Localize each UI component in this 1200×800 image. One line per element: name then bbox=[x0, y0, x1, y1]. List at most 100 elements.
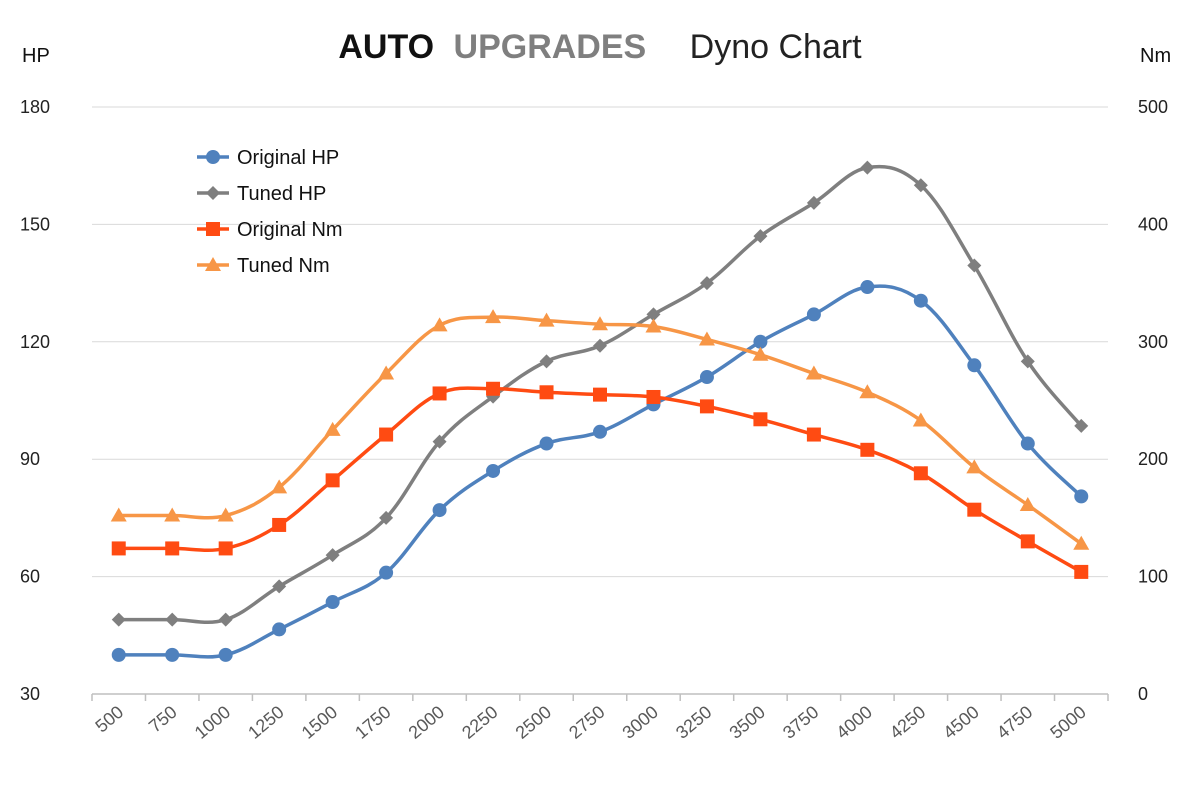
x-tick-label: 2000 bbox=[405, 702, 449, 743]
x-tick-label: 500 bbox=[91, 702, 127, 737]
legend-item-original-nm: Original Nm bbox=[197, 219, 343, 241]
data-point-tuned-hp bbox=[218, 612, 233, 627]
series-line-original-nm bbox=[118, 386, 1083, 574]
data-point-original-hp bbox=[1074, 489, 1089, 504]
data-point-original-nm bbox=[1074, 564, 1089, 579]
data-point-tuned-nm bbox=[271, 479, 288, 494]
data-point-original-nm bbox=[699, 399, 714, 414]
x-tick-label: 1750 bbox=[351, 702, 395, 743]
y-axis-left: 30 60 90 120 150 180 bbox=[20, 97, 50, 704]
data-point-tuned-hp bbox=[913, 178, 928, 193]
data-point-tuned-hp bbox=[753, 229, 768, 244]
data-point-original-hp bbox=[218, 647, 233, 662]
y-left-tick-label: 120 bbox=[20, 332, 50, 352]
y-left-tick-label: 30 bbox=[20, 684, 40, 704]
data-point-original-hp bbox=[967, 358, 982, 373]
y-left-tick-label: 180 bbox=[20, 97, 50, 117]
series-original-hp bbox=[111, 280, 1089, 662]
y-right-tick-label: 400 bbox=[1138, 214, 1168, 234]
y-right-tick-label: 500 bbox=[1138, 97, 1168, 117]
data-point-original-nm bbox=[272, 517, 287, 532]
data-point-tuned-nm bbox=[110, 507, 127, 522]
data-point-tuned-nm bbox=[592, 316, 608, 331]
data-point-original-hp bbox=[325, 595, 340, 610]
data-point-original-nm bbox=[325, 473, 340, 488]
legend-marker bbox=[206, 186, 220, 200]
legend-label: Original HP bbox=[237, 147, 339, 169]
data-point-tuned-nm bbox=[485, 309, 502, 324]
x-tick-label: 4000 bbox=[832, 702, 876, 743]
x-tick-label: 4500 bbox=[939, 702, 983, 743]
chart-subtitle: Dyno Chart bbox=[690, 28, 863, 66]
data-point-tuned-nm bbox=[1019, 496, 1036, 511]
legend: Original HP Tuned HP Original Nm Tuned Nm bbox=[197, 147, 343, 277]
data-point-original-nm bbox=[379, 427, 394, 442]
data-point-original-hp bbox=[1020, 436, 1035, 451]
data-point-tuned-hp bbox=[593, 338, 607, 353]
y-left-tick-label: 90 bbox=[20, 449, 40, 469]
legend-item-tuned-nm: Tuned Nm bbox=[197, 255, 330, 277]
data-point-tuned-nm bbox=[912, 412, 929, 427]
x-tick-label: 4750 bbox=[993, 702, 1037, 743]
data-point-original-hp bbox=[379, 565, 394, 580]
data-point-original-nm bbox=[646, 389, 661, 404]
legend-item-tuned-hp: Tuned HP bbox=[197, 183, 326, 205]
y-right-tick-label: 100 bbox=[1138, 567, 1168, 587]
data-point-tuned-hp bbox=[325, 548, 340, 563]
x-tick-label: 3250 bbox=[672, 702, 716, 743]
data-point-tuned-hp bbox=[272, 579, 287, 594]
data-point-tuned-nm bbox=[1073, 535, 1090, 550]
data-point-tuned-nm bbox=[698, 331, 715, 346]
x-tick-label: 1000 bbox=[191, 702, 235, 743]
data-point-original-hp bbox=[913, 293, 928, 308]
data-point-original-hp bbox=[753, 334, 768, 349]
data-point-tuned-hp bbox=[111, 612, 126, 627]
data-point-original-nm bbox=[539, 385, 554, 400]
data-point-tuned-nm bbox=[324, 421, 341, 436]
series-tuned-hp bbox=[111, 160, 1089, 627]
data-point-tuned-hp bbox=[860, 160, 875, 175]
y-left-tick-label: 150 bbox=[20, 214, 50, 234]
data-point-tuned-nm bbox=[217, 507, 234, 522]
brand-auto: AUTO bbox=[338, 28, 434, 66]
data-point-original-nm bbox=[593, 387, 607, 402]
series-original-nm bbox=[111, 381, 1089, 579]
y-right-tick-label: 300 bbox=[1138, 332, 1168, 352]
data-point-original-nm bbox=[1020, 534, 1035, 549]
data-point-original-hp bbox=[272, 622, 287, 637]
left-axis-unit: HP bbox=[22, 45, 50, 67]
y-left-tick-label: 60 bbox=[20, 567, 40, 587]
data-point-original-hp bbox=[486, 463, 501, 478]
data-point-tuned-hp bbox=[1074, 418, 1089, 433]
data-point-tuned-hp bbox=[699, 276, 714, 291]
data-point-tuned-nm bbox=[164, 507, 181, 522]
data-point-original-nm bbox=[218, 541, 233, 556]
data-point-original-hp bbox=[111, 647, 126, 662]
data-point-tuned-hp bbox=[165, 612, 180, 627]
data-point-tuned-nm bbox=[966, 459, 983, 474]
data-point-original-hp bbox=[593, 424, 607, 439]
data-point-original-nm bbox=[753, 412, 768, 427]
y-right-tick-label: 0 bbox=[1138, 684, 1148, 704]
data-point-tuned-nm bbox=[431, 317, 448, 332]
legend-item-original-hp: Original HP bbox=[197, 147, 339, 169]
data-point-tuned-hp bbox=[806, 195, 821, 210]
data-point-original-hp bbox=[165, 647, 180, 662]
data-point-tuned-hp bbox=[432, 434, 447, 449]
data-point-tuned-hp bbox=[646, 307, 661, 322]
x-tick-label: 4250 bbox=[886, 702, 930, 743]
x-tick-label: 2500 bbox=[512, 702, 556, 743]
legend-marker bbox=[206, 222, 220, 236]
x-tick-label: 1250 bbox=[244, 702, 288, 743]
x-tick-label: 750 bbox=[145, 702, 181, 737]
data-point-tuned-nm bbox=[805, 365, 822, 380]
data-point-original-nm bbox=[967, 502, 982, 517]
data-point-tuned-nm bbox=[859, 384, 876, 399]
data-point-original-nm bbox=[432, 386, 447, 401]
x-tick-label: 3000 bbox=[619, 702, 663, 743]
data-point-original-nm bbox=[165, 541, 180, 556]
data-point-tuned-nm bbox=[752, 346, 769, 361]
x-tick-label: 2250 bbox=[458, 702, 502, 743]
x-tick-label: 3500 bbox=[725, 702, 769, 743]
